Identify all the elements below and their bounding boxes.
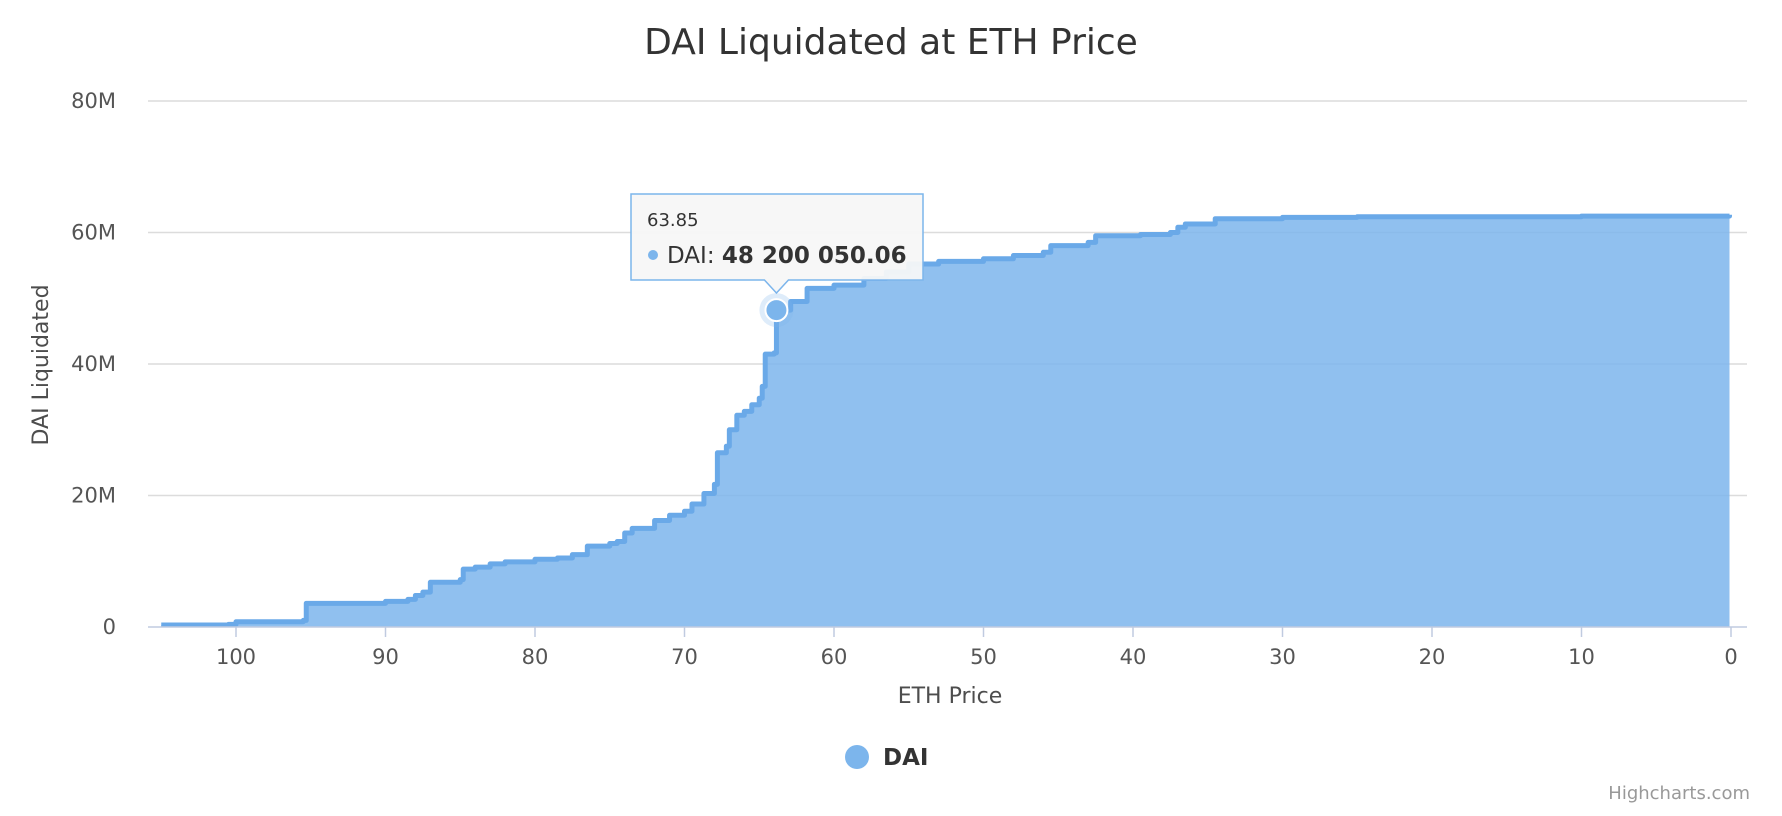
chart-title: DAI Liquidated at ETH Price [644, 22, 1138, 63]
hover-point-marker[interactable] [764, 298, 789, 323]
tooltip-x-value: 63.85 [647, 210, 699, 231]
x-tick-label: 100 [216, 645, 256, 669]
tooltip-value: 48 200 050.06 [722, 243, 907, 269]
legend-dai-symbol[interactable] [845, 745, 869, 769]
dai-area-fill[interactable] [161, 214, 1730, 627]
x-tick-label: 60 [821, 645, 848, 669]
x-tick-label: 10 [1568, 645, 1595, 669]
tooltip-box [630, 193, 924, 295]
x-tick-label: 90 [372, 645, 399, 669]
tooltip-series-dot [648, 250, 658, 260]
x-tick-label: 70 [671, 645, 698, 669]
tooltip: 63.85 DAI: 48 200 050.06 [630, 193, 924, 295]
legend-dai-label[interactable]: DAI [883, 745, 928, 771]
y-tick-label: 40M [71, 352, 116, 376]
x-tick-label: 50 [970, 645, 997, 669]
x-tick-label: 20 [1419, 645, 1446, 669]
y-tick-label: 20M [71, 484, 116, 508]
x-tick-label: 0 [1724, 645, 1737, 669]
x-tick-label: 40 [1120, 645, 1147, 669]
series-dai[interactable] [161, 213, 1733, 628]
x-tick-label: 80 [522, 645, 549, 669]
tooltip-series-name: DAI [667, 243, 707, 269]
credits-link[interactable]: Highcharts.com [1608, 783, 1750, 804]
x-axis-title: ETH Price [898, 684, 1003, 709]
y-axis-title: DAI Liquidated [29, 284, 54, 445]
y-tick-label: 0 [103, 615, 116, 639]
tooltip-series-line: DAI: 48 200 050.06 [667, 243, 907, 269]
y-tick-label: 60M [71, 221, 116, 245]
x-tick-label: 30 [1269, 645, 1296, 669]
legend[interactable]: DAI [845, 745, 928, 771]
y-tick-label: 80M [71, 89, 116, 113]
tooltip-colon: : [707, 243, 722, 269]
dai-line[interactable] [161, 213, 1733, 628]
